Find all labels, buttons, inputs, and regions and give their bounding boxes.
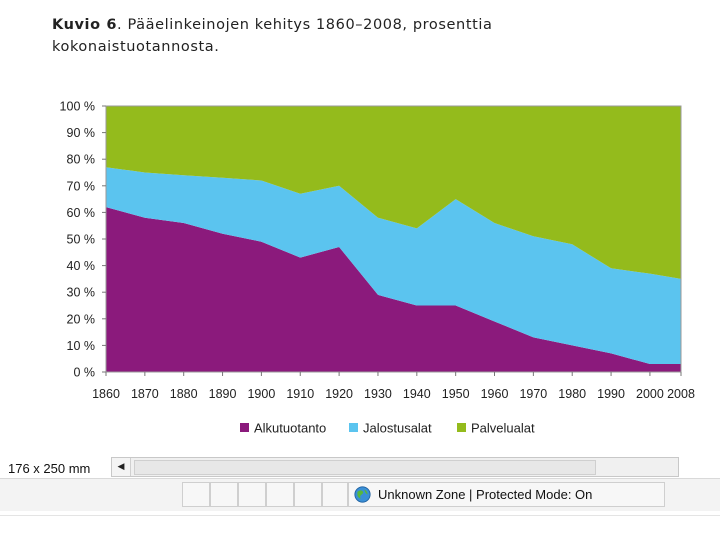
status-segment: [182, 482, 210, 507]
y-tick-label: 30 %: [67, 286, 96, 300]
area-series-palvelualat: [106, 106, 681, 279]
y-tick-label: 70 %: [67, 179, 96, 193]
horizontal-scrollbar[interactable]: ◀: [111, 457, 679, 477]
legend-swatch-palvelualat: [457, 423, 466, 432]
scrollbar-thumb[interactable]: [134, 460, 596, 475]
title-line-2: kokonaistuotannosta.: [52, 39, 220, 55]
x-tick-label: 1960: [481, 387, 509, 401]
title-text: . Pääelinkeinojen kehitys 1860–2008, pro…: [117, 17, 493, 33]
x-tick-label: 1990: [597, 387, 625, 401]
legend-label-palvelualat: Palvelualat: [471, 421, 535, 436]
title-line-1: Kuvio 6. Pääelinkeinojen kehitys 1860–20…: [52, 14, 493, 36]
figure-title: Kuvio 6. Pääelinkeinojen kehitys 1860–20…: [52, 14, 493, 58]
document-size-label: 176 x 250 mm: [8, 461, 91, 476]
zone-text: Unknown Zone | Protected Mode: On: [378, 487, 593, 502]
y-tick-label: 80 %: [67, 153, 96, 167]
x-tick-label: 2008: [667, 387, 695, 401]
title-prefix: Kuvio 6: [52, 17, 118, 33]
y-tick-label: 20 %: [67, 312, 96, 326]
y-tick-label: 50 %: [67, 233, 96, 247]
x-tick-label: 1930: [364, 387, 392, 401]
x-tick-label: 1870: [131, 387, 159, 401]
status-segment: [210, 482, 238, 507]
x-tick-label: 1970: [519, 387, 547, 401]
status-segment: [266, 482, 294, 507]
globe-icon: [354, 486, 371, 503]
x-tick-label: 1920: [325, 387, 353, 401]
scroll-left-arrow-icon[interactable]: ◀: [112, 458, 131, 476]
status-segment: [238, 482, 266, 507]
y-tick-label: 40 %: [67, 259, 96, 273]
stacked-area-chart: 0 % 10 % 20 % 30 % 40 % 50 % 60 % 70 % 80 % 90 % 1…: [60, 100, 695, 436]
legend-label-jalostusalat: Jalostusalat: [363, 421, 432, 436]
area-series-jalostusalat: [106, 167, 681, 364]
legend-label-alkutuotanto: Alkutuotanto: [254, 421, 326, 436]
status-segment: [294, 482, 322, 507]
y-tick-label: 10 %: [67, 339, 96, 353]
x-tick-label: 1940: [403, 387, 431, 401]
legend-swatch-alkutuotanto: [240, 423, 249, 432]
y-tick-label: 0 %: [73, 366, 95, 380]
security-zone-indicator[interactable]: Unknown Zone | Protected Mode: On: [348, 482, 665, 507]
x-tick-label: 1860: [92, 387, 120, 401]
legend-swatch-jalostusalat: [349, 423, 358, 432]
x-tick-label: 1950: [442, 387, 470, 401]
x-tick-label: 1890: [209, 387, 237, 401]
y-tick-label: 90 %: [67, 126, 96, 140]
x-tick-label: 1880: [170, 387, 198, 401]
area-series-alkutuotanto: [106, 207, 681, 372]
window-bottom-edge: [0, 515, 720, 516]
status-segment: [322, 482, 348, 507]
x-tick-label: 2000: [636, 387, 664, 401]
x-tick-label: 1910: [286, 387, 314, 401]
x-tick-label: 1980: [558, 387, 586, 401]
x-tick-label: 1900: [247, 387, 275, 401]
y-tick-label: 100 %: [60, 100, 95, 114]
y-tick-label: 60 %: [67, 206, 96, 220]
status-bar: Unknown Zone | Protected Mode: On: [0, 478, 720, 511]
